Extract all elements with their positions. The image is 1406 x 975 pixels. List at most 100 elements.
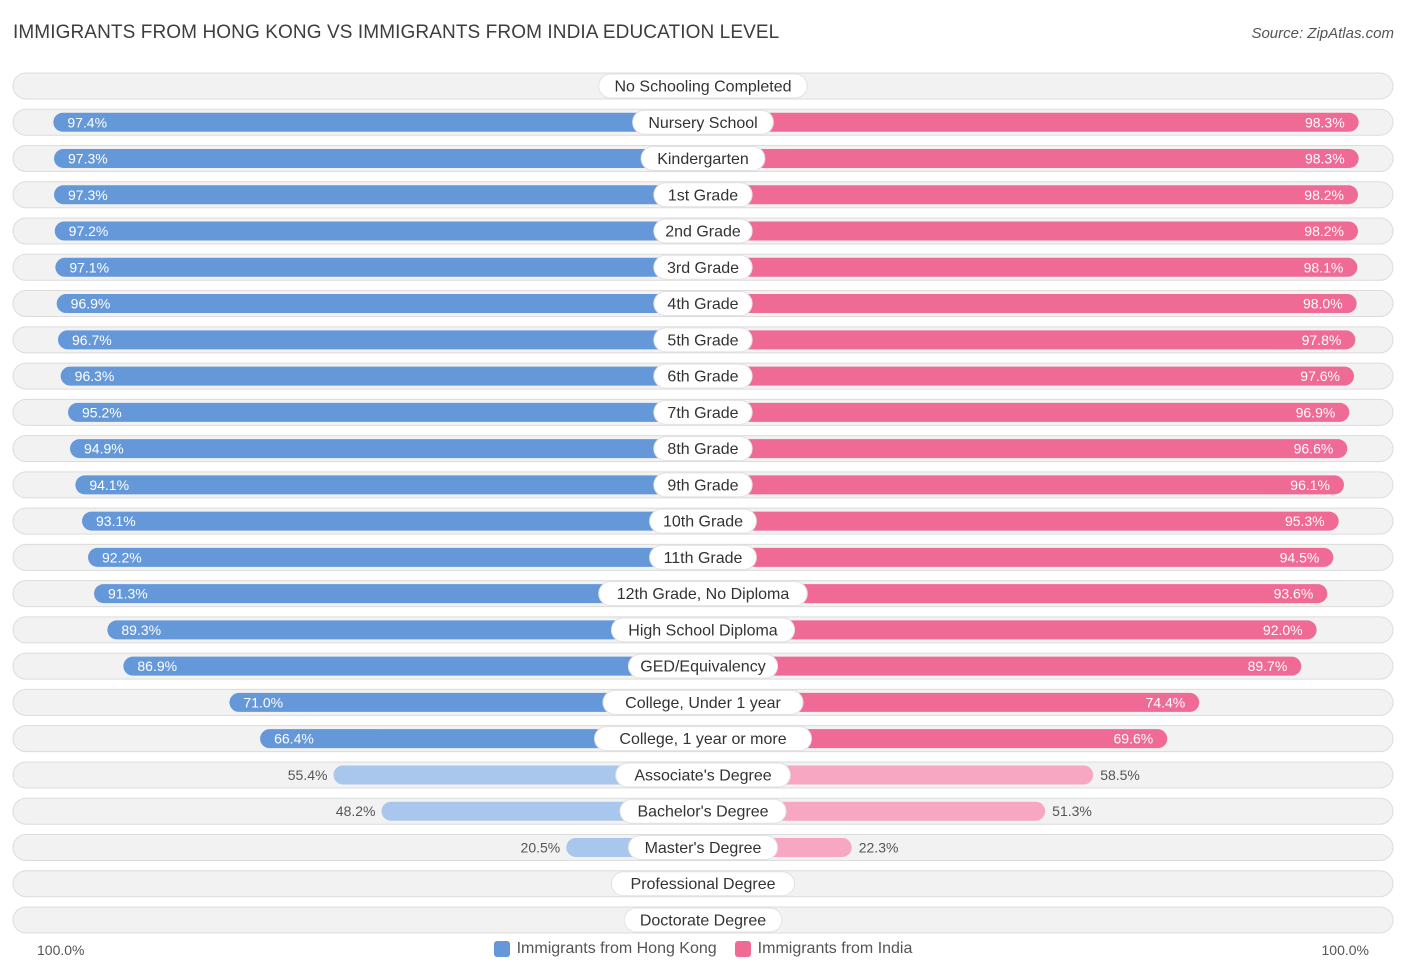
bar-hong-kong bbox=[88, 547, 703, 567]
chart-row: 96.9% 98.0% 4th Grade bbox=[12, 290, 1394, 318]
bar-india bbox=[703, 221, 1358, 241]
value-label-hong-kong: 94.9% bbox=[84, 441, 124, 457]
bar-hong-kong bbox=[123, 656, 703, 676]
value-label-india: 98.3% bbox=[1305, 151, 1345, 167]
bar-india bbox=[703, 511, 1339, 531]
bar-hong-kong bbox=[68, 402, 704, 422]
value-label-hong-kong: 93.1% bbox=[96, 513, 136, 529]
value-label-hong-kong: 20.5% bbox=[521, 839, 561, 855]
bar-hong-kong bbox=[94, 584, 704, 604]
category-pill bbox=[610, 617, 796, 643]
bar-hong-kong bbox=[229, 692, 703, 712]
category-pill bbox=[649, 544, 757, 570]
chart-row: 2.8%2.8%Doctorate Degree bbox=[12, 906, 1394, 934]
category-pill bbox=[627, 653, 779, 679]
category-pill bbox=[640, 146, 766, 172]
chart-row: 2.7%1.7%No Schooling Completed bbox=[12, 72, 1394, 100]
category-label: College, 1 year or more bbox=[619, 731, 786, 748]
category-pill bbox=[653, 472, 753, 498]
bar-hong-kong bbox=[60, 366, 703, 386]
source-credit: Source: ZipAtlas.com bbox=[1251, 25, 1394, 42]
category-pill bbox=[649, 508, 757, 534]
bar-hong-kong bbox=[54, 185, 704, 205]
bar-india bbox=[703, 801, 1046, 821]
category-pill bbox=[653, 363, 753, 389]
category-pill bbox=[653, 182, 753, 208]
value-label-india: 98.2% bbox=[1304, 223, 1344, 239]
value-label-india: 96.1% bbox=[1290, 477, 1330, 493]
chart-row: 96.7% 97.8% 5th Grade bbox=[12, 326, 1394, 354]
category-label: 9th Grade bbox=[667, 477, 738, 494]
chart-row: 48.2% 51.3% Bachelor's Degree bbox=[12, 797, 1394, 825]
value-label-india: 97.6% bbox=[1300, 368, 1340, 384]
value-label-hong-kong: 97.3% bbox=[68, 187, 108, 203]
value-label-hong-kong: 97.3% bbox=[68, 151, 108, 167]
category-pill bbox=[653, 291, 753, 317]
bar-india bbox=[703, 330, 1356, 350]
value-label-hong-kong: 96.9% bbox=[71, 296, 111, 312]
category-label: 11th Grade bbox=[664, 550, 743, 567]
legend-item-hong-kong[interactable]: Immigrants from Hong Kong bbox=[493, 940, 717, 958]
category-label: Bachelor's Degree bbox=[637, 804, 768, 821]
bar-hong-kong bbox=[54, 221, 703, 241]
category-label: Nursery School bbox=[648, 115, 757, 132]
bar-hong-kong bbox=[75, 475, 703, 495]
bar-india bbox=[703, 584, 1328, 604]
legend-label-india: Immigrants from India bbox=[757, 940, 913, 957]
legend-swatch-india bbox=[734, 941, 751, 957]
bar-india bbox=[703, 439, 1348, 459]
value-label-hong-kong: 97.2% bbox=[69, 223, 109, 239]
chart-row: 95.2% 96.9% 7th Grade bbox=[12, 398, 1394, 426]
bar-india bbox=[703, 149, 1359, 169]
value-label-hong-kong: 96.7% bbox=[72, 332, 112, 348]
chart-row: 71.0% 74.4% College, Under 1 year bbox=[12, 688, 1394, 716]
category-pill bbox=[602, 689, 804, 715]
bar-india bbox=[703, 402, 1350, 422]
bar-india bbox=[703, 765, 1094, 785]
legend-label-hong-kong: Immigrants from Hong Kong bbox=[516, 940, 717, 957]
category-label: No Schooling Completed bbox=[615, 79, 792, 96]
chart-row: 20.5% 22.3% Master's Degree bbox=[12, 833, 1394, 861]
bar-india bbox=[703, 257, 1358, 277]
legend-item-india[interactable]: Immigrants from India bbox=[734, 940, 913, 958]
category-label: 4th Grade bbox=[667, 296, 738, 313]
value-label-india: 51.3% bbox=[1052, 803, 1092, 819]
chart-row: 97.3% 98.2% 1st Grade bbox=[12, 181, 1394, 209]
chart-row: 55.4% 58.5% Associate's Degree bbox=[12, 761, 1394, 789]
category-label: 10th Grade bbox=[663, 514, 743, 531]
chart-row: 97.1% 98.1% 3rd Grade bbox=[12, 253, 1394, 281]
value-label-hong-kong: 71.0% bbox=[243, 694, 283, 710]
value-label-india: 92.0% bbox=[1263, 622, 1303, 638]
category-pill bbox=[593, 726, 813, 752]
bar-india bbox=[703, 185, 1358, 205]
chart-title: IMMIGRANTS FROM HONG KONG VS IMMIGRANTS … bbox=[13, 22, 780, 43]
category-label: Associate's Degree bbox=[634, 767, 771, 784]
value-label-hong-kong: 66.4% bbox=[274, 731, 314, 747]
category-label: 8th Grade bbox=[667, 441, 738, 458]
legend: Immigrants from Hong Kong Immigrants fro… bbox=[0, 940, 1406, 958]
category-label: 1st Grade bbox=[668, 187, 738, 204]
value-label-hong-kong: 94.1% bbox=[89, 477, 129, 493]
axis-left-label: 100.0% bbox=[37, 942, 85, 958]
value-label-india: 97.8% bbox=[1302, 332, 1342, 348]
value-label-hong-kong: 96.3% bbox=[75, 368, 115, 384]
chart-row: 6.4%6.2%Professional Degree bbox=[12, 870, 1394, 898]
chart-row: 97.3% 98.3% Kindergarten bbox=[12, 145, 1394, 173]
category-pill bbox=[653, 399, 753, 425]
category-pill bbox=[615, 762, 791, 788]
value-label-hong-kong: 55.4% bbox=[288, 767, 328, 783]
bar-hong-kong bbox=[107, 620, 703, 640]
value-label-hong-kong: 89.3% bbox=[121, 622, 161, 638]
value-label-india: 69.6% bbox=[1114, 731, 1154, 747]
chart-row: 89.3% 92.0% High School Diploma bbox=[12, 616, 1394, 644]
value-label-hong-kong: 86.9% bbox=[137, 658, 177, 674]
bar-india bbox=[703, 294, 1357, 314]
value-label-india: 98.1% bbox=[1304, 259, 1344, 275]
bar-hong-kong bbox=[58, 330, 704, 350]
category-pill bbox=[653, 327, 753, 353]
value-label-hong-kong: 97.4% bbox=[67, 114, 107, 130]
category-label: 5th Grade bbox=[667, 332, 738, 349]
value-label-india: 98.3% bbox=[1305, 114, 1345, 130]
category-pill bbox=[623, 907, 783, 933]
chart-row: 93.1% 95.3% 10th Grade bbox=[12, 507, 1394, 535]
